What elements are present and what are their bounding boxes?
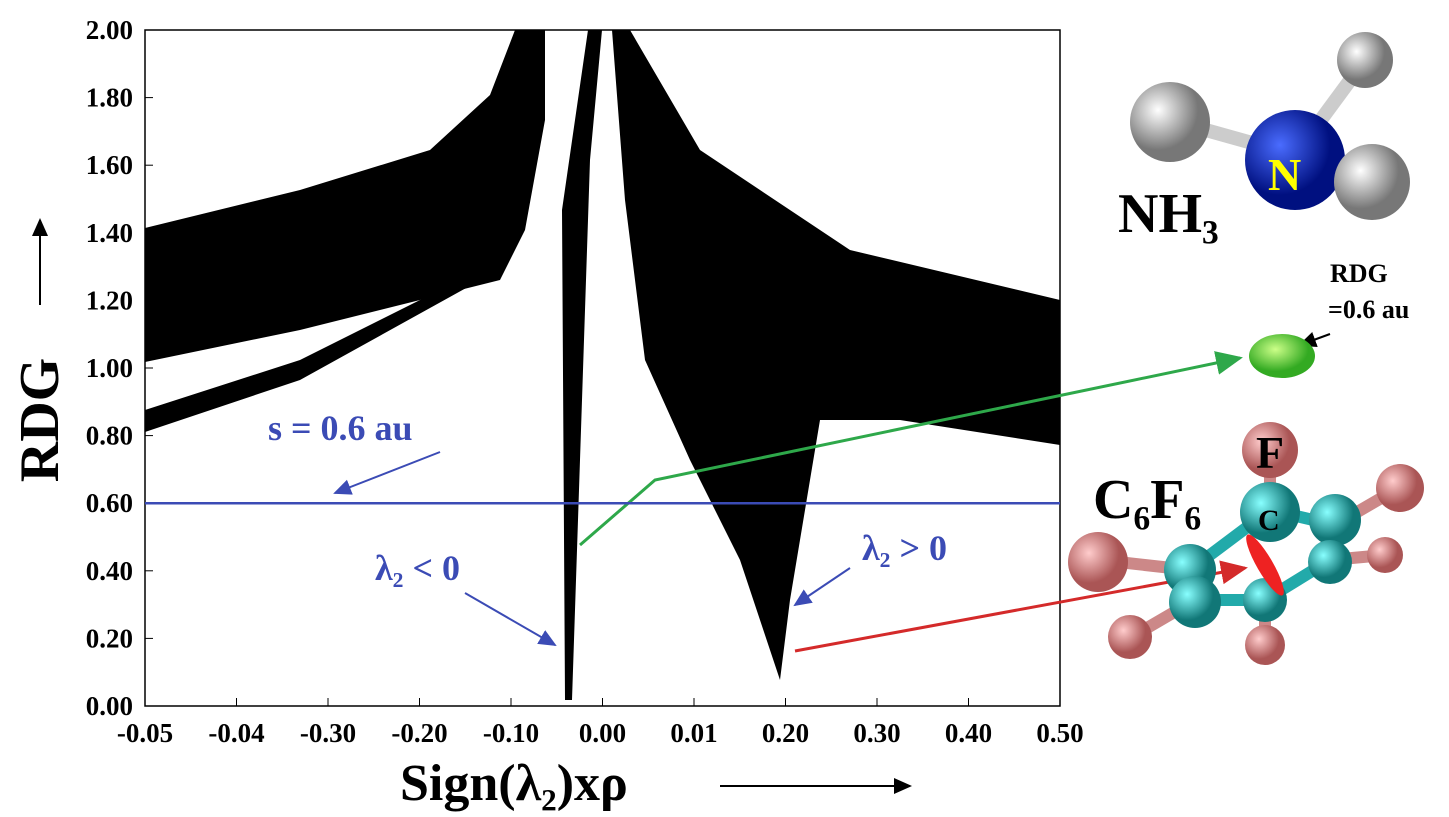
y-tick-label: 0.00 (86, 691, 133, 721)
y-tick-label: 0.20 (86, 623, 133, 653)
y-tick-label: 0.60 (86, 488, 133, 518)
x-tick-label: 0.30 (853, 718, 900, 748)
annotation: RDG (1330, 259, 1388, 288)
atom-label: N (1268, 149, 1301, 200)
c6f6-molecule: F C C₆F₆ (1068, 422, 1424, 665)
y-tick-label: 1.80 (86, 83, 133, 113)
x-tick-label: 0.20 (762, 718, 809, 748)
y-tick-label: 1.00 (86, 353, 133, 383)
arrow (795, 568, 850, 605)
y-axis-title: RDG (9, 358, 71, 482)
x-tick-label: -0.05 (117, 718, 173, 748)
threshold-label: s = 0.6 au (268, 408, 413, 448)
nh3-molecule: N NH₃ (1118, 32, 1410, 245)
y-tick-label: 0.40 (86, 556, 133, 586)
x-tick-label: -0.30 (300, 718, 356, 748)
y-tick-label: 1.20 (86, 285, 133, 315)
y-tick-label: 1.40 (86, 218, 133, 248)
x-tick-label: -0.04 (208, 718, 264, 748)
annotation: =0.6 au (1328, 295, 1409, 324)
x-tick-label: 0.01 (670, 718, 717, 748)
molecule-label: C₆F₆ (1093, 469, 1201, 531)
molecule-label: NH₃ (1118, 183, 1219, 245)
x-tick-label: -0.10 (483, 718, 539, 748)
point-cloud (145, 30, 1060, 700)
y-tick-label: 1.60 (86, 150, 133, 180)
atom-label: F (1256, 427, 1284, 478)
x-tick-label: 0.50 (1036, 718, 1083, 748)
arrow (335, 452, 440, 493)
x-tick-label: -0.20 (391, 718, 447, 748)
y-tick-label: 0.80 (86, 421, 133, 451)
chart: s = 0.6 au λ₂ < 0 λ₂ > 0 RDG =0.6 au N N… (0, 0, 1449, 812)
annotation: λ₂ > 0 (862, 528, 947, 568)
y-tick-label: 2.00 (86, 15, 133, 45)
x-tick-label: 0.40 (945, 718, 992, 748)
annotation: λ₂ < 0 (375, 548, 460, 588)
isosurface (1249, 334, 1315, 378)
x-axis-title: Sign(λ₂)xρ (400, 755, 628, 812)
arrow (465, 593, 555, 645)
x-tick-label: 0.00 (579, 718, 626, 748)
atom-label: C (1258, 504, 1280, 537)
